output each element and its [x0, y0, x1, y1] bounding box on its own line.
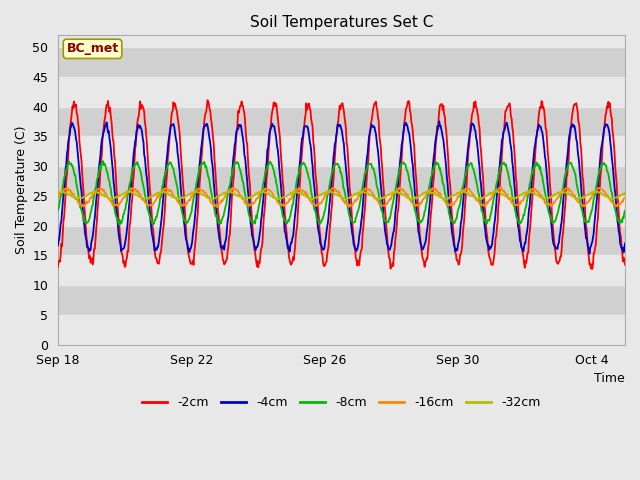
Text: Time: Time: [595, 372, 625, 385]
Y-axis label: Soil Temperature (C): Soil Temperature (C): [15, 126, 28, 254]
Text: BC_met: BC_met: [67, 42, 118, 55]
Bar: [58, 77, 625, 107]
Bar: [58, 255, 625, 285]
Title: Soil Temperatures Set C: Soil Temperatures Set C: [250, 15, 433, 30]
Bar: [58, 17, 625, 47]
Bar: [58, 196, 625, 226]
Legend: -2cm, -4cm, -8cm, -16cm, -32cm: -2cm, -4cm, -8cm, -16cm, -32cm: [137, 391, 546, 414]
Bar: [58, 136, 625, 166]
Bar: [58, 315, 625, 345]
